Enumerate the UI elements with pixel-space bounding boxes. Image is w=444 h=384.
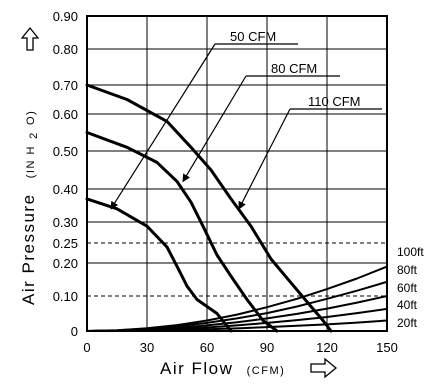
y-axis-label: Air Pressure: [19, 193, 38, 305]
y-tick-label: 0: [71, 324, 78, 339]
right-arrow-icon: [310, 357, 338, 379]
x-tick-label: 60: [200, 340, 214, 355]
y-tick-label: 0.10: [53, 289, 78, 304]
y-tick-label: 0.80: [53, 42, 78, 57]
series-layer: [85, 83, 388, 333]
fan-curve-line: [85, 197, 233, 333]
callout-arrow: [182, 75, 247, 183]
plot-frame: [86, 15, 388, 332]
y-axis-unit: (IN H: [25, 145, 37, 178]
y-axis-unit-tail: O): [25, 110, 37, 125]
callout-label: 110 CFM: [308, 94, 361, 109]
system-curve-label: 80ft: [397, 263, 418, 277]
y-tick-label: 0.70: [53, 78, 78, 93]
callout-layer: 50 CFM 80 CFM 110 CFM: [110, 29, 382, 210]
callout-arrow: [238, 108, 291, 210]
y-axis-title: Air Pressure (IN H 2 O): [19, 110, 41, 305]
grid-layer: [87, 16, 387, 331]
system-curve-label: 20ft: [397, 316, 418, 330]
x-tick-label: 30: [140, 340, 154, 355]
up-arrow-icon: [20, 26, 40, 51]
system-curve-label: 40ft: [397, 298, 418, 312]
callout-label: 80 CFM: [271, 61, 317, 76]
fan-curve-line: [85, 83, 333, 333]
y-tick-label: 0.90: [53, 9, 78, 24]
x-axis-label: Air Flow: [160, 359, 233, 378]
y-axis-unit-sub: 2: [28, 131, 40, 139]
callout-arrow: [110, 43, 216, 210]
y-axis-title-group: Air Pressure (IN H 2 O): [19, 26, 41, 305]
x-tick-label: 120: [316, 340, 338, 355]
system-curve-label: 60ft: [397, 281, 418, 295]
system-curve-label: 100ft: [397, 245, 424, 259]
x-tick-label: 0: [83, 340, 90, 355]
y-tick-label: 0.60: [53, 107, 78, 122]
y-tick-label: 0.20: [53, 256, 78, 271]
y-tick-label: 0.40: [53, 182, 78, 197]
x-axis-title-group: Air Flow (CFM): [160, 357, 338, 379]
x-axis-unit: (CFM): [247, 365, 286, 377]
tick-layer: 0 30 60 90 120 150 0 0.10 0.20 0.25 0.30 0.40 0.50 0.…: [53, 9, 425, 355]
x-axis-title: Air Flow (CFM): [160, 359, 285, 378]
fan-curve-line: [85, 131, 279, 333]
x-tick-label: 150: [376, 340, 398, 355]
y-tick-label: 0.30: [53, 215, 78, 230]
y-tick-label: 0.25: [53, 236, 78, 251]
x-tick-label: 90: [260, 340, 274, 355]
y-tick-label: 0.50: [53, 144, 78, 159]
callout-label: 50 CFM: [230, 29, 276, 44]
